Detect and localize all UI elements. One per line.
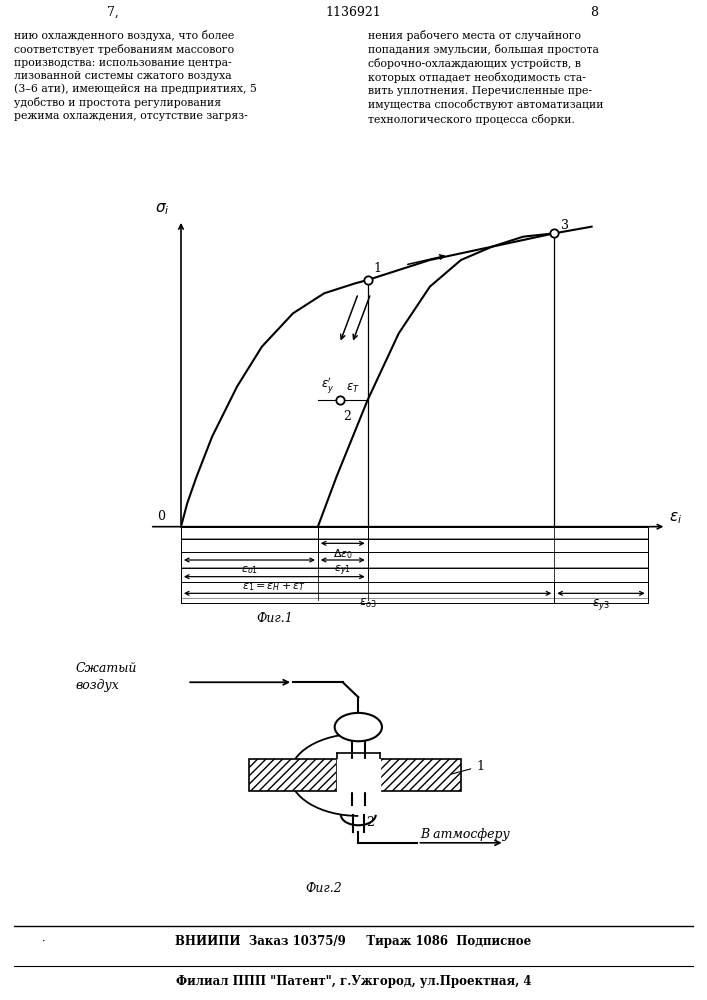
Text: $\varepsilon_{y1}$: $\varepsilon_{y1}$ (334, 564, 351, 578)
Text: нию охлажденного воздуха, что более
соответствует требованиям массового
производ: нию охлажденного воздуха, что более соот… (14, 30, 257, 121)
Text: $\varepsilon_i$: $\varepsilon_i$ (670, 510, 682, 526)
Text: 0: 0 (158, 510, 165, 523)
Circle shape (334, 713, 382, 741)
Text: $\varepsilon_T$: $\varepsilon_T$ (346, 382, 361, 395)
Bar (380, 759, 461, 791)
Text: воздух: воздух (75, 679, 119, 692)
Text: $\sigma_i$: $\sigma_i$ (155, 201, 170, 217)
Polygon shape (337, 759, 380, 791)
Text: 2: 2 (366, 816, 373, 829)
Text: нения рабочего места от случайного
попадания эмульсии, большая простота
сборочно: нения рабочего места от случайного попад… (368, 30, 603, 125)
Text: ·: · (42, 937, 49, 947)
Text: 2: 2 (343, 410, 351, 423)
Text: $\varepsilon_{o3}$: $\varepsilon_{o3}$ (358, 597, 377, 610)
Text: $\varepsilon_{\sigma 1}$: $\varepsilon_{\sigma 1}$ (241, 564, 258, 576)
Text: $\varepsilon_1 = \varepsilon_H + \varepsilon_T$: $\varepsilon_1 = \varepsilon_H + \vareps… (243, 581, 306, 593)
Text: Фиг.2: Фиг.2 (305, 882, 342, 895)
Text: 1136921: 1136921 (326, 6, 381, 19)
Text: 1: 1 (477, 760, 484, 773)
Text: Сжатый: Сжатый (75, 662, 136, 675)
Text: 7,: 7, (107, 6, 119, 19)
Text: Филиал ППП "Патент", г.Ужгород, ул.Проектная, 4: Филиал ППП "Патент", г.Ужгород, ул.Проек… (176, 975, 531, 988)
Text: $\Delta\varepsilon_0$: $\Delta\varepsilon_0$ (333, 547, 353, 561)
Text: 8: 8 (590, 6, 598, 19)
Bar (250, 759, 337, 791)
Text: 3: 3 (561, 219, 568, 232)
Text: $\varepsilon_{y3}$: $\varepsilon_{y3}$ (592, 597, 610, 612)
Text: ВНИИПИ  Заказ 10375/9     Тираж 1086  Подписное: ВНИИПИ Заказ 10375/9 Тираж 1086 Подписно… (175, 935, 532, 948)
Text: $\varepsilon_y'$: $\varepsilon_y'$ (320, 375, 334, 395)
Text: Фиг.1: Фиг.1 (256, 612, 293, 625)
Text: 1: 1 (374, 262, 382, 275)
Text: В атмосферу: В атмосферу (421, 828, 510, 841)
